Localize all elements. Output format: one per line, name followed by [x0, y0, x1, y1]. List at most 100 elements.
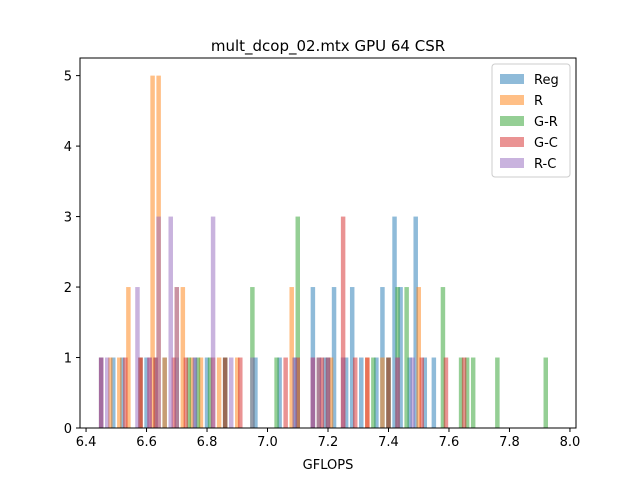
bar: [250, 357, 255, 428]
bar: [325, 357, 331, 428]
bar: [543, 357, 548, 428]
x-tick-label: 6.6: [136, 435, 157, 450]
x-tick-label: 6.4: [76, 435, 97, 450]
bar: [189, 357, 195, 428]
bar: [470, 357, 476, 428]
bar: [413, 216, 418, 428]
bar: [222, 357, 228, 428]
bar: [180, 287, 186, 428]
bar: [186, 357, 192, 428]
bar: [235, 357, 240, 428]
bar: [328, 357, 334, 428]
bar: [171, 357, 176, 428]
bar: [183, 357, 189, 428]
x-tick-label: 6.8: [197, 435, 218, 450]
x-tick-label: 8.0: [560, 435, 581, 450]
series-r-c: [98, 216, 415, 428]
bar: [192, 357, 198, 428]
bar: [443, 357, 449, 428]
legend-box: [491, 63, 571, 178]
bar: [168, 216, 173, 428]
bar: [195, 357, 201, 428]
bar: [135, 287, 140, 428]
y-tick-label: 3: [64, 211, 72, 226]
bar: [210, 216, 216, 428]
chart-title: mult_dcop_02.mtx GPU 64 CSR: [211, 37, 445, 56]
y-axis: 0 1 2 3 4 5: [64, 70, 80, 437]
x-tick-label: 7.8: [499, 435, 520, 450]
x-axis: 6.4 6.6 6.8 7.0 7.2 7.4 7.6 7.8 8.0: [76, 428, 581, 450]
bar: [98, 357, 104, 428]
bar: [319, 357, 325, 428]
legend-swatch: [500, 116, 524, 126]
bar: [104, 357, 110, 428]
bar: [144, 357, 149, 428]
bar: [147, 357, 152, 428]
bar: [407, 357, 412, 428]
legend-swatch: [500, 158, 524, 168]
bar: [419, 357, 424, 428]
bar: [316, 357, 322, 428]
bar: [458, 357, 464, 428]
bar: [464, 357, 470, 428]
bar: [150, 75, 155, 429]
bar: [398, 287, 403, 428]
bar: [153, 357, 158, 428]
bar: [292, 357, 297, 428]
bar: [422, 357, 428, 428]
bar: [392, 216, 397, 428]
legend-label: G-R: [534, 115, 558, 130]
x-tick-label: 7.6: [439, 435, 460, 450]
y-tick-label: 4: [64, 140, 72, 155]
bar: [126, 287, 131, 428]
bar: [156, 216, 161, 428]
bar: [295, 216, 300, 428]
bar: [138, 357, 143, 428]
bar: [289, 287, 294, 428]
bar: [495, 357, 500, 428]
bar: [274, 357, 279, 428]
bar: [380, 357, 385, 428]
x-axis-label: GFLOPS: [303, 458, 354, 473]
bar: [371, 357, 376, 428]
bar: [228, 357, 234, 428]
bar: [395, 357, 400, 428]
bar: [343, 357, 349, 428]
bar: [216, 357, 222, 428]
bar: [295, 357, 300, 428]
y-tick-label: 0: [64, 422, 72, 437]
bar: [386, 357, 391, 428]
bar: [440, 287, 446, 428]
bar: [365, 357, 370, 428]
bar: [123, 357, 128, 428]
legend-label: G-C: [534, 136, 558, 151]
x-tick-label: 7.2: [318, 435, 339, 450]
legend-swatch: [500, 95, 524, 105]
bar: [349, 287, 355, 428]
y-tick-label: 5: [64, 70, 72, 85]
bar: [117, 357, 122, 428]
bar: [431, 357, 437, 428]
bar: [359, 357, 364, 428]
bar: [340, 216, 346, 428]
bars-layer: [98, 75, 548, 429]
bar: [204, 357, 210, 428]
bar: [461, 357, 467, 428]
legend-label: R-C: [534, 157, 556, 172]
bar: [283, 357, 288, 428]
bar: [352, 357, 358, 428]
bar: [198, 357, 204, 428]
bar: [277, 357, 282, 428]
bar: [174, 287, 180, 428]
x-tick-label: 7.4: [378, 435, 399, 450]
bar: [253, 357, 258, 428]
bar: [331, 287, 337, 428]
bar: [108, 357, 113, 428]
bar: [322, 357, 328, 428]
legend-swatch: [500, 74, 524, 84]
bar: [207, 357, 213, 428]
bar: [416, 287, 421, 428]
bar: [120, 357, 125, 428]
legend-label: Reg: [534, 73, 559, 88]
